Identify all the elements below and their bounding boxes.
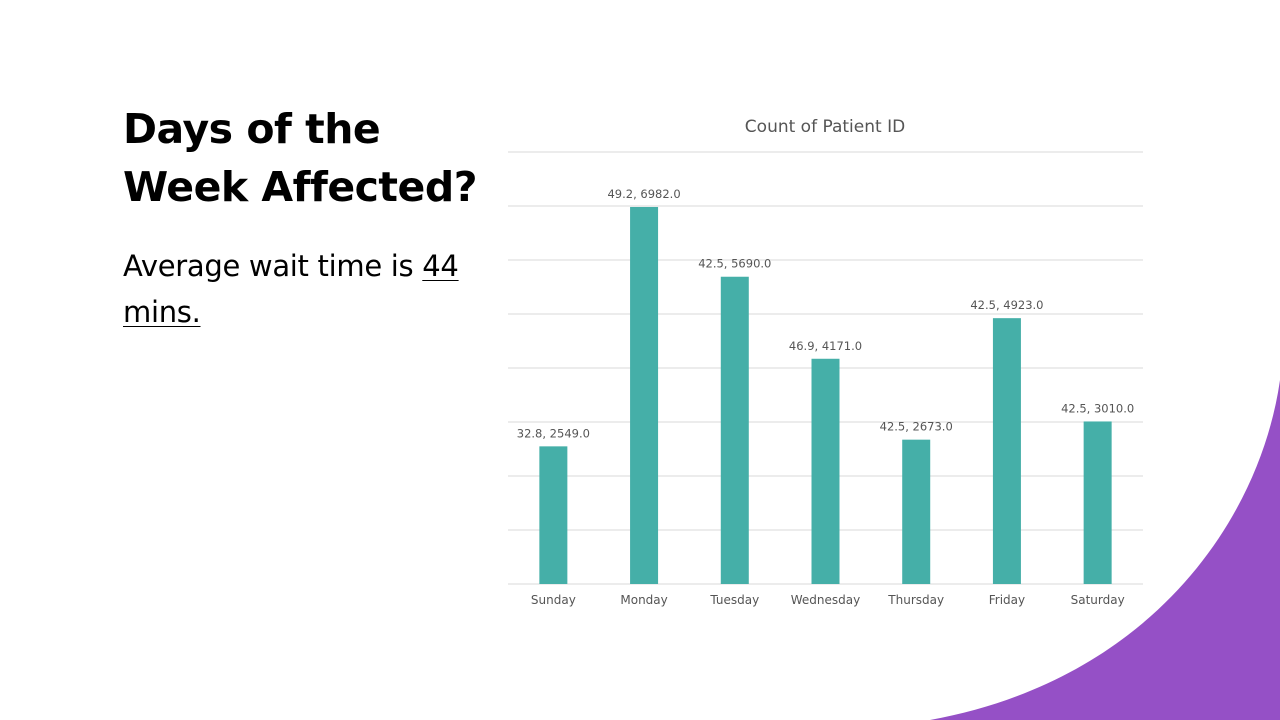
data-label-monday: 49.2, 6982.0 xyxy=(607,187,680,201)
x-tick-label-friday: Friday xyxy=(989,593,1025,607)
x-tick-label-sunday: Sunday xyxy=(531,593,576,607)
bar-monday xyxy=(630,206,659,585)
body-text: Average wait time is 44 mins. xyxy=(123,243,483,335)
gridlines xyxy=(508,151,1143,585)
bar-friday xyxy=(992,318,1021,584)
chart-title: Count of Patient ID xyxy=(745,117,905,137)
x-tick-label-wednesday: Wednesday xyxy=(791,593,860,607)
bar-wednesday xyxy=(811,358,840,584)
data-label-sunday: 32.8, 2549.0 xyxy=(517,426,590,440)
data-label-saturday: 42.5, 3010.0 xyxy=(1061,401,1134,415)
data-labels: 32.8, 2549.0 49.2, 6982.0 42.5, 5690.0 46.9… xyxy=(517,187,1134,440)
bars xyxy=(539,206,1112,585)
body-text-prefix: Average wait time is xyxy=(123,249,414,283)
bar-tuesday xyxy=(720,276,749,584)
data-label-tuesday: 42.5, 5690.0 xyxy=(698,257,771,271)
data-label-friday: 42.5, 4923.0 xyxy=(970,298,1043,312)
bar-thursday xyxy=(902,439,931,584)
data-label-thursday: 42.5, 2673.0 xyxy=(880,420,953,434)
x-axis-labels: Sunday Monday Tuesday Wednesday Thursday Frid… xyxy=(531,593,1125,607)
x-tick-label-tuesday: Tuesday xyxy=(709,593,759,607)
slide-title: Days of the Week Affected? xyxy=(123,105,477,211)
x-tick-label-monday: Monday xyxy=(620,593,667,607)
average-wait-highlight: 44 mins. xyxy=(123,249,459,329)
x-tick-label-saturday: Saturday xyxy=(1071,593,1125,607)
bar-saturday xyxy=(1083,421,1112,584)
bar-sunday xyxy=(539,446,568,584)
x-tick-label-thursday: Thursday xyxy=(887,593,944,607)
data-label-wednesday: 46.9, 4171.0 xyxy=(789,339,862,353)
